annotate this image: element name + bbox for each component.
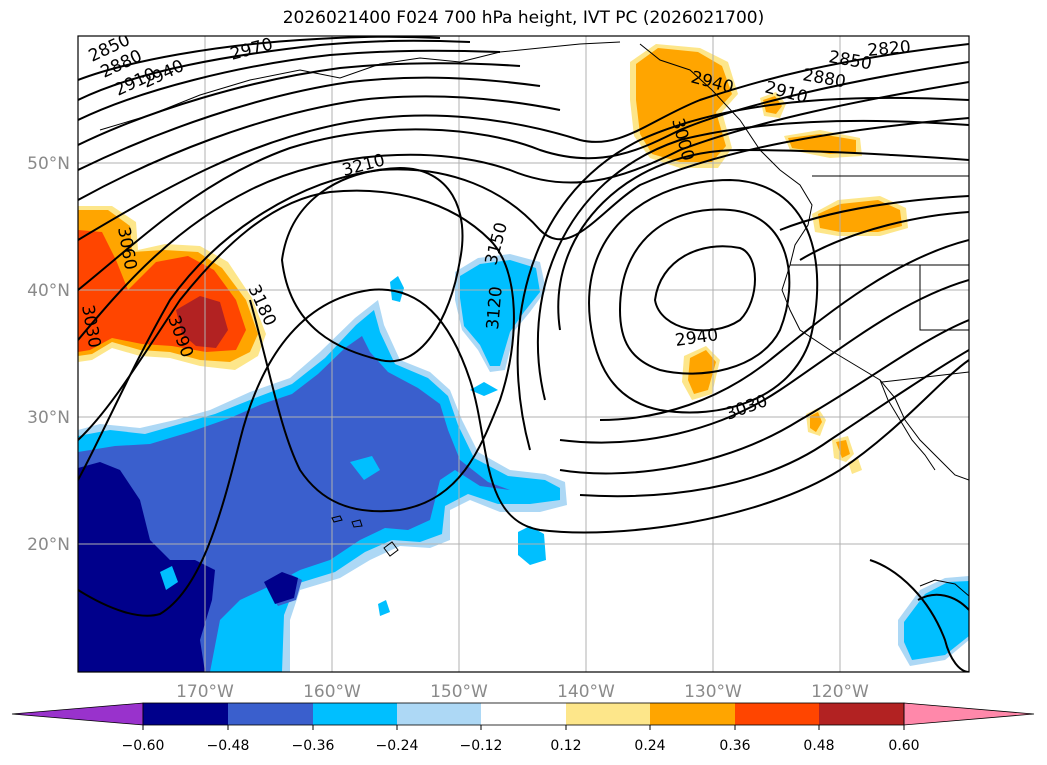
ivt-shade-orange [818, 200, 902, 232]
colorbar-segment [11, 702, 144, 726]
height-contour [78, 62, 521, 146]
height-contour [78, 61, 969, 291]
height-contour [799, 211, 969, 261]
colorbar-segment [397, 703, 481, 725]
lat-label: 20°N [27, 535, 70, 555]
colorbar-tick-label: −0.24 [376, 738, 419, 754]
ivt-positive-shading [78, 44, 908, 474]
height-contour [779, 195, 969, 231]
height-contour [78, 36, 441, 81]
ivt-shade-light-blue [350, 456, 380, 480]
height-contour [78, 95, 561, 201]
colorbar-tick-label: 0.24 [634, 738, 665, 754]
contour-label: 2820 [867, 37, 912, 61]
height-contour [588, 178, 819, 414]
ivt-shade-deep-blue [264, 572, 298, 604]
colorbar-tick-label: 0.48 [803, 738, 834, 754]
ivt-shade-orange [688, 350, 716, 394]
coastline-mexico [919, 579, 969, 597]
ivt-shade-deep-blue [78, 462, 215, 672]
coastline-north-america [639, 43, 969, 481]
lon-label: 120°W [811, 682, 869, 702]
colorbar-ticks [142, 725, 905, 730]
colorbar-tick-label: 0.60 [888, 738, 919, 754]
height-contour [78, 39, 471, 101]
plot-frame [77, 35, 970, 673]
height-contour [559, 279, 969, 444]
contour-label: 3120 [483, 286, 507, 331]
ivt-shade-light-blue [460, 260, 540, 366]
lon-label: 150°W [430, 682, 488, 702]
lat-label: 30°N [27, 408, 70, 428]
colorbar-segment [735, 703, 819, 725]
colorbar-tick-label: 0.36 [719, 738, 750, 754]
ivt-shade-light-blue [518, 526, 546, 565]
height-contour [78, 288, 969, 617]
longitude-labels: 170°W 160°W 150°W 140°W 130°W 120°W [176, 682, 869, 702]
height-contour [653, 245, 756, 332]
border-state [919, 265, 969, 331]
lon-label: 130°W [684, 682, 742, 702]
lon-label: 160°W [303, 682, 361, 702]
colorbar-tick-label: −0.60 [122, 738, 165, 754]
lat-label: 50°N [27, 154, 70, 174]
height-contour [599, 239, 969, 421]
colorbar-tick-label: 0.12 [550, 738, 581, 754]
ivt-shade-light-blue [378, 600, 390, 616]
ivt-shade-dark-red [176, 296, 228, 348]
height-contours [78, 36, 969, 672]
coastline-hawaii [383, 541, 399, 557]
colorbar-segment [313, 703, 397, 725]
height-contour [78, 117, 969, 481]
colorbar-segment [650, 703, 735, 725]
colorbar-segment [903, 702, 1035, 726]
height-contour [280, 166, 464, 363]
height-contour [618, 208, 791, 375]
colorbar-segment [143, 703, 228, 725]
height-contour [917, 593, 969, 611]
lon-label: 140°W [557, 682, 615, 702]
ivt-shade-light-blue [160, 566, 178, 590]
height-contour [869, 559, 969, 672]
colorbar-tick-label: −0.48 [207, 738, 250, 754]
colorbar-tick-label: −0.36 [292, 738, 335, 754]
ivt-shade-light-blue [470, 382, 498, 396]
height-contour [78, 49, 501, 121]
ivt-shade-light-blue [390, 276, 404, 302]
colorbar-segment [566, 703, 650, 725]
colorbar-segment [228, 703, 313, 725]
colorbar: −0.60 −0.48 −0.36 −0.24 −0.12 0.12 0.24 … [11, 702, 1035, 754]
colorbar-segment [819, 703, 904, 725]
coastline-hawaii [351, 519, 363, 528]
colorbar-segment [481, 703, 566, 725]
lon-label: 170°W [176, 682, 234, 702]
map-title: 2026021400 F024 700 hPa height, IVT PC (… [282, 8, 765, 28]
height-contour [536, 119, 969, 401]
coastline-hawaii [331, 515, 343, 523]
height-contour [78, 81, 969, 341]
lat-label: 40°N [27, 281, 70, 301]
height-contour [579, 349, 969, 498]
colorbar-tick-label: −0.12 [460, 738, 503, 754]
colorbar-frame [142, 702, 905, 726]
height-contour [78, 43, 969, 241]
height-contour [78, 76, 541, 171]
latitude-labels: 50°N 40°N 30°N 20°N [27, 154, 70, 555]
coastline-baja [879, 379, 936, 471]
height-contour [78, 189, 515, 513]
height-contour [516, 96, 969, 451]
height-contour [557, 148, 969, 331]
height-contour [559, 319, 969, 475]
